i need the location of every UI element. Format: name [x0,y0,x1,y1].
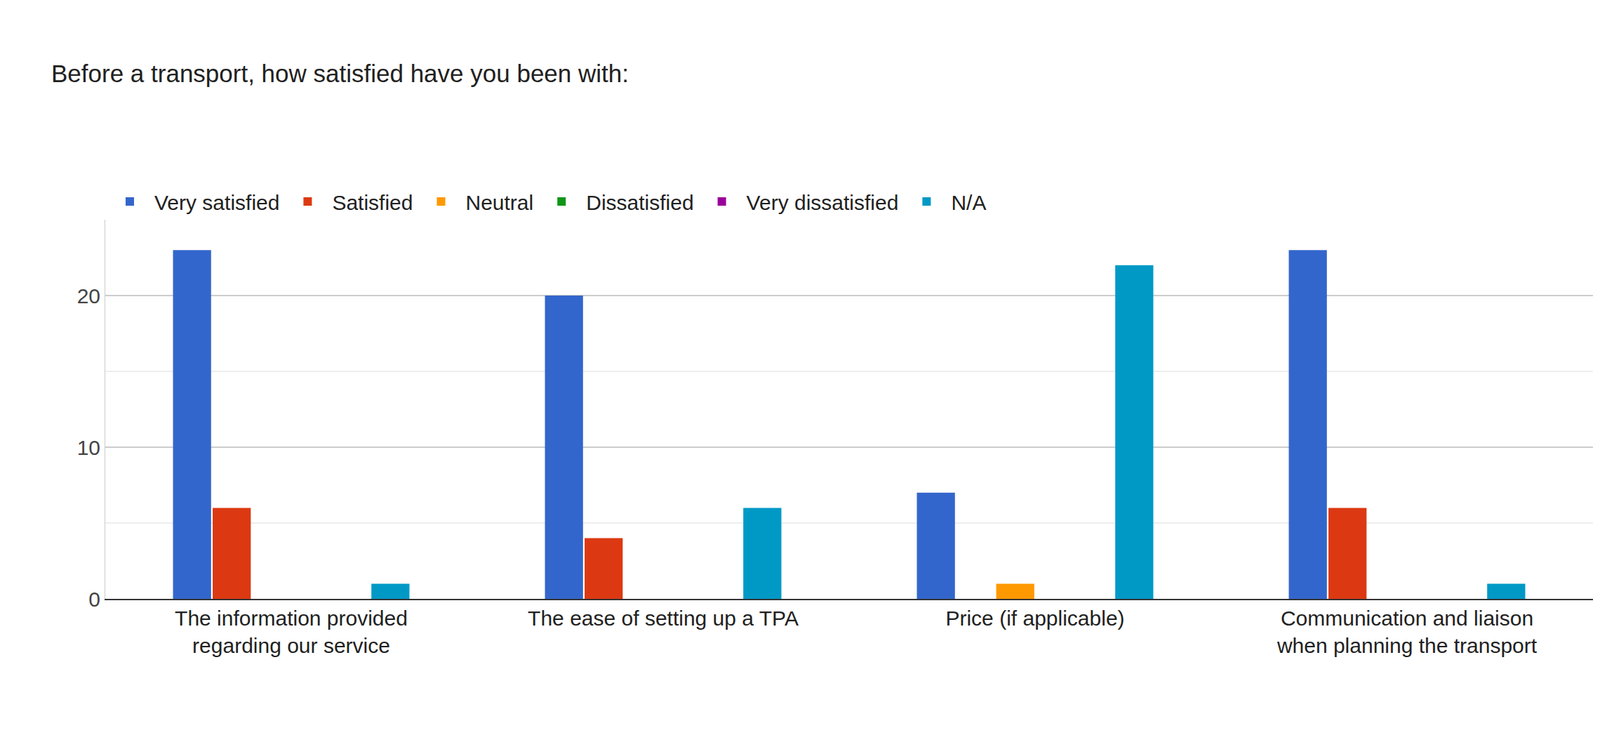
svg-text:Very dissatisfied: Very dissatisfied [746,190,899,215]
svg-text:10: 10 [77,435,101,459]
svg-text:Dissatisfied: Dissatisfied [585,190,694,215]
svg-text:The ease of setting up a TPA: The ease of setting up a TPA [527,606,799,630]
svg-text:The information providedregard: The information providedregarding our se… [174,606,408,657]
svg-text:Very satisfied: Very satisfied [154,190,280,215]
svg-text:Neutral: Neutral [465,190,535,215]
svg-text:Price (if applicable): Price (if applicable) [945,606,1125,630]
svg-text:Satisfied: Satisfied [331,190,413,215]
svg-text:Communication and liaisonwhen: Communication and liaisonwhen planning t… [1276,606,1538,657]
svg-text:Before a transport, how satisf: Before a transport, how satisfied have y… [51,59,629,88]
svg-text:20: 20 [77,284,101,308]
svg-text:N/A: N/A [950,190,986,215]
svg-text:0: 0 [88,587,101,611]
